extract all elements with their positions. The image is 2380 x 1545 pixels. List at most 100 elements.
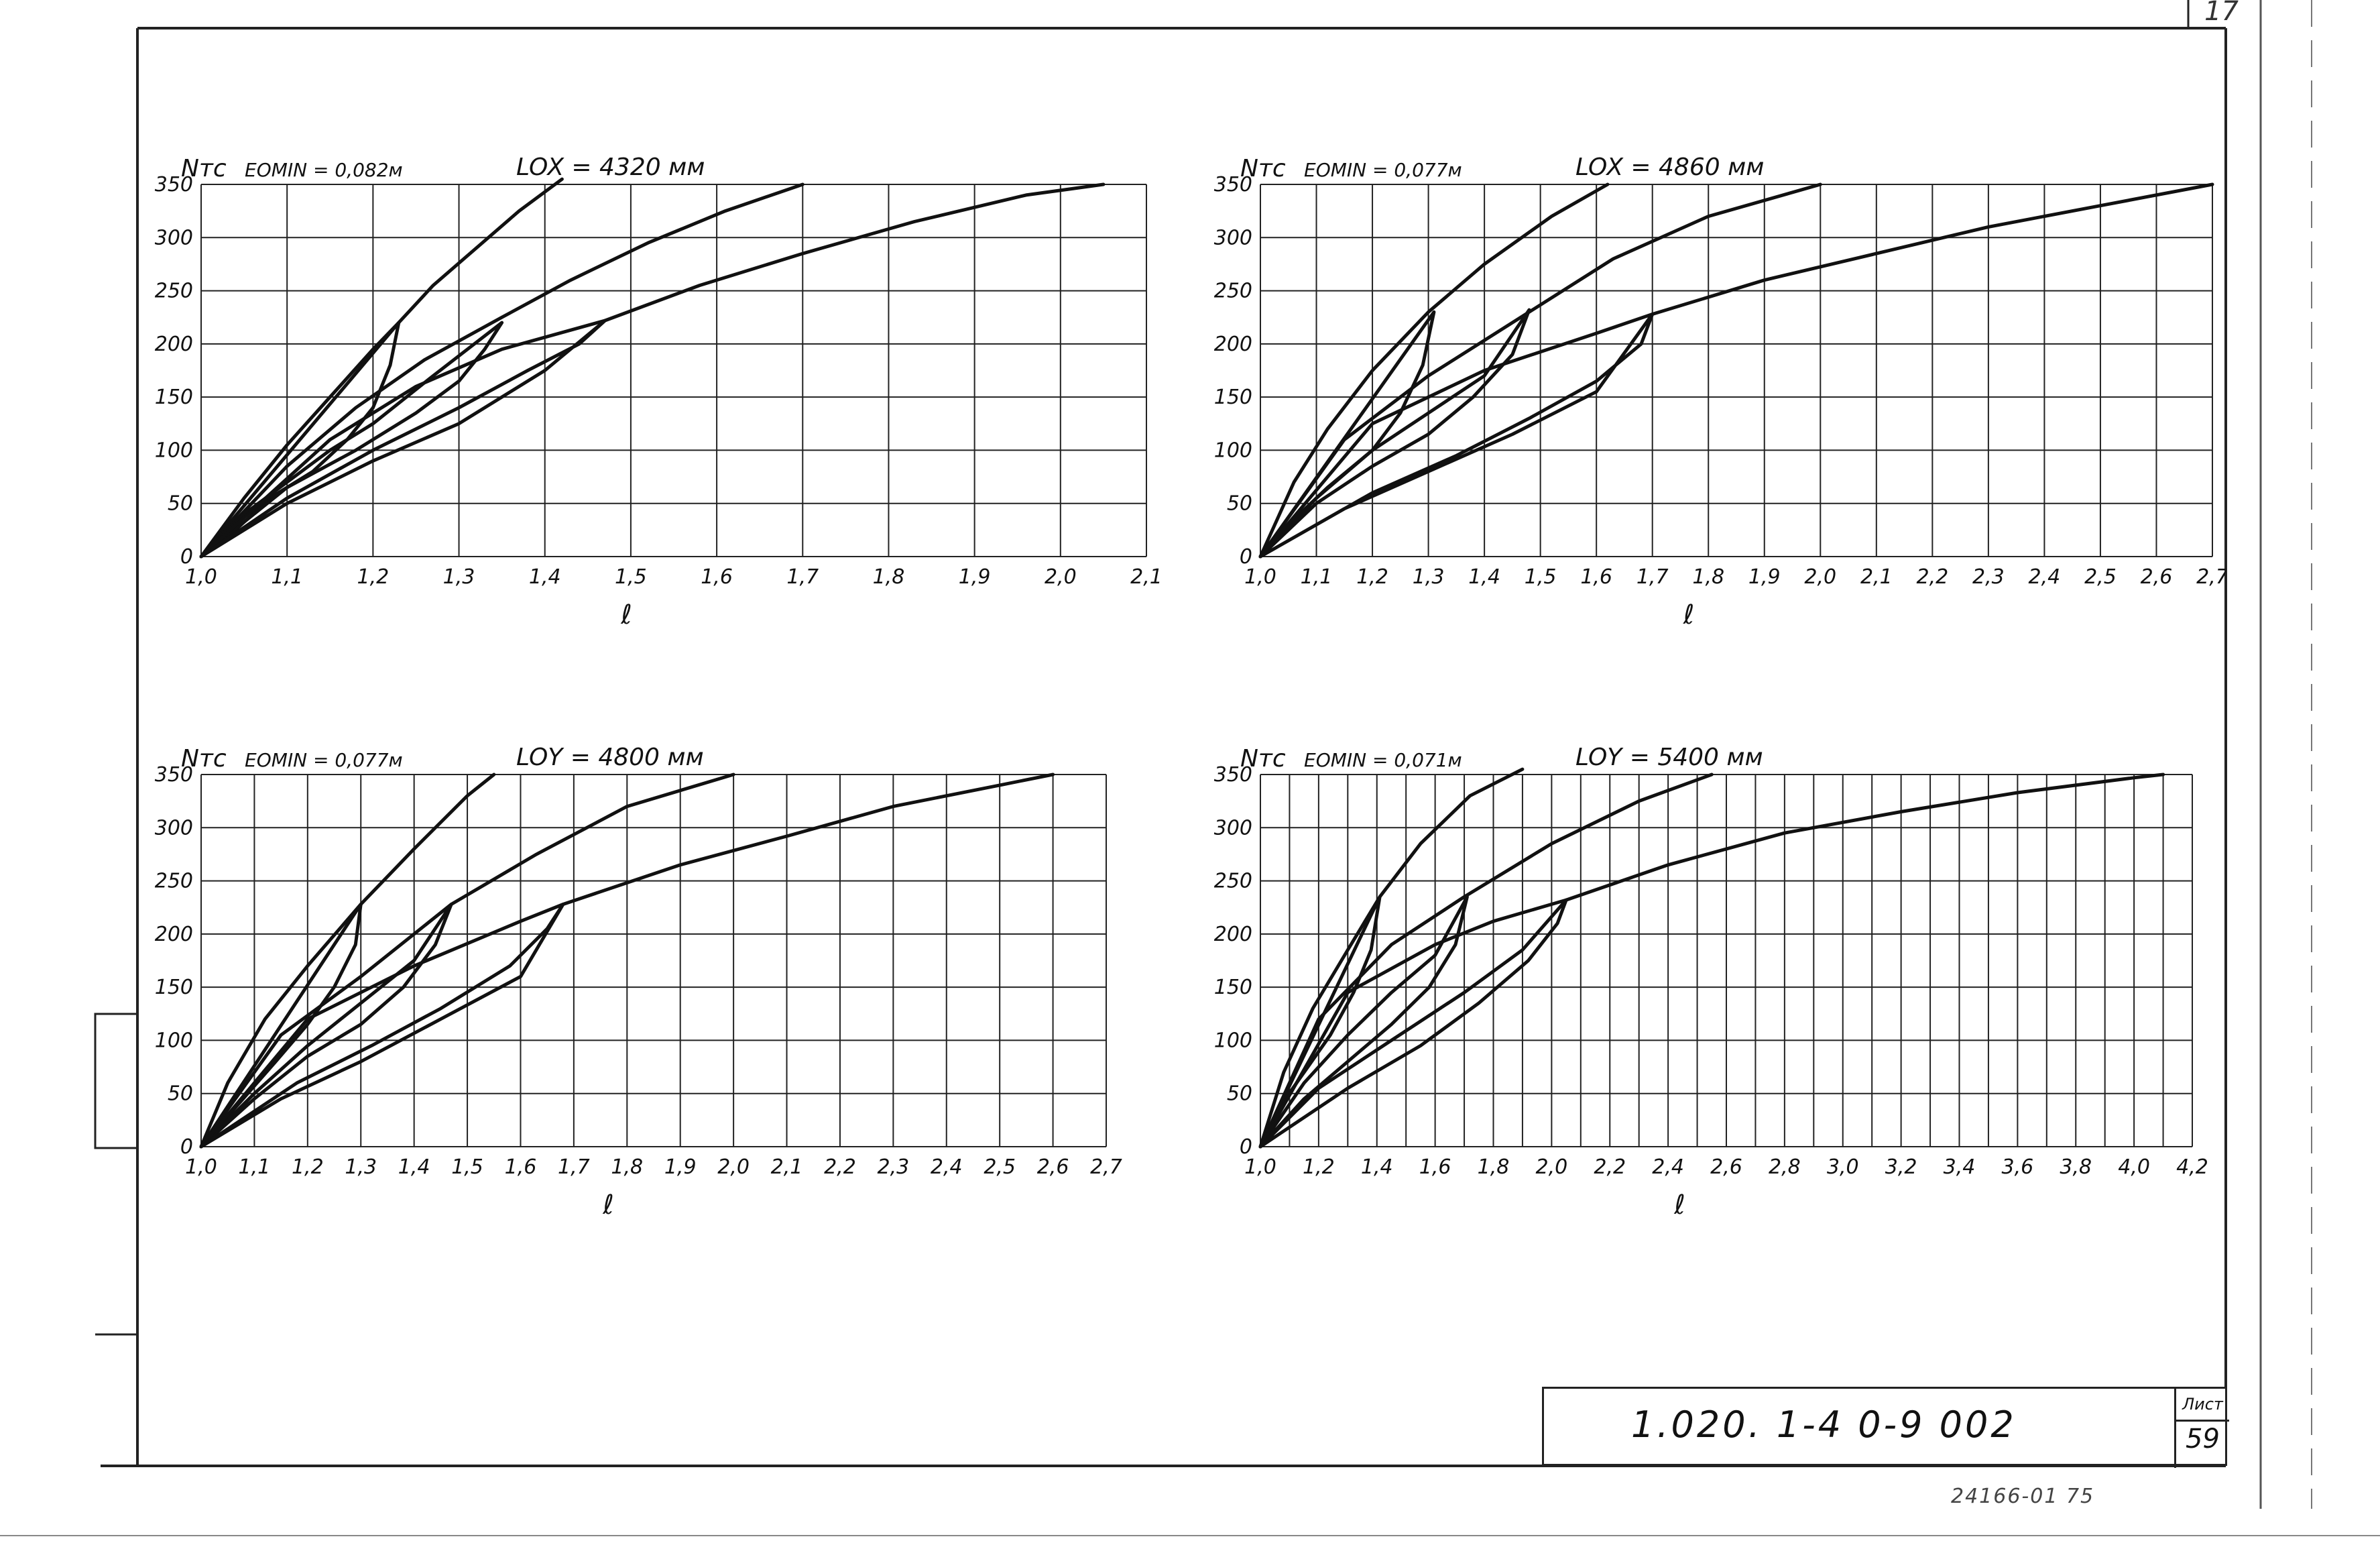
x-tick-label: 2,3 bbox=[877, 1155, 909, 1179]
x-tick-label: 1,5 bbox=[451, 1155, 483, 1179]
x-tick-label: 2,0 bbox=[1804, 565, 1836, 589]
y-tick-label: 150 bbox=[155, 386, 193, 409]
x-tick-label: 1,2 bbox=[292, 1155, 324, 1179]
y-tick-label: 100 bbox=[1214, 1029, 1252, 1052]
x-tick-label: 2,5 bbox=[984, 1155, 1016, 1179]
x-axis-label: ℓ bbox=[602, 1190, 614, 1220]
x-tick-label: 2,1 bbox=[1130, 565, 1163, 589]
chart-title: LOX = 4320 мм bbox=[516, 154, 705, 181]
y-tick-label: 50 bbox=[168, 1082, 193, 1106]
x-tick-label: 1,9 bbox=[664, 1155, 697, 1179]
chart-title: LOY = 5400 мм bbox=[1575, 744, 1763, 771]
x-tick-label: 1,1 bbox=[239, 1155, 271, 1179]
x-tick-label: 1,0 bbox=[185, 565, 217, 589]
x-tick-label: 1,2 bbox=[357, 565, 390, 589]
y-tick-label: 150 bbox=[1214, 976, 1252, 999]
x-axis-label: ℓ bbox=[1673, 1190, 1685, 1220]
y-tick-label: 0 bbox=[1240, 1135, 1252, 1159]
x-tick-label: 2,4 bbox=[931, 1155, 963, 1179]
series-line bbox=[1258, 767, 1525, 1149]
y-tick-label: 350 bbox=[1214, 763, 1252, 787]
x-tick-label: 1,7 bbox=[786, 565, 819, 589]
series-line bbox=[1258, 898, 1568, 1149]
chart-bottom-right: 1,0 1,2 1,4 1,6 1,8 2,0 2,2 2,4 2,6 2,8 3,0 3,2 3,4 3… bbox=[1214, 744, 2208, 1220]
y-tick-label: 250 bbox=[155, 280, 193, 303]
x-tick-label: 2,5 bbox=[2084, 565, 2117, 589]
title-block: 1.020. 1-4 0-9 002 Лист 59 bbox=[1542, 1387, 2229, 1468]
x-tick-label: 2,0 bbox=[1536, 1155, 1568, 1179]
x-tick-label: 2,3 bbox=[1972, 565, 2005, 589]
y-tick-label: 250 bbox=[1214, 280, 1252, 303]
y-axis-label: Nтс bbox=[1240, 745, 1286, 772]
y-tick-label: 250 bbox=[155, 870, 193, 893]
x-tick-label: 1,2 bbox=[1303, 1155, 1335, 1179]
y-tick-label: 150 bbox=[155, 976, 193, 999]
x-tick-label: 4,0 bbox=[2118, 1155, 2150, 1179]
x-tick-label: 3,6 bbox=[2002, 1155, 2034, 1179]
y-tick-label: 300 bbox=[1214, 226, 1252, 249]
y-tick-label: 50 bbox=[1227, 492, 1252, 516]
y-tick-label: 350 bbox=[155, 173, 193, 196]
x-tick-label: 1,8 bbox=[1692, 565, 1724, 589]
y-tick-label: 0 bbox=[1240, 545, 1252, 569]
series-line bbox=[1258, 308, 1531, 559]
x-tick-label: 2,6 bbox=[2141, 565, 2173, 589]
y-tick-label: 50 bbox=[1227, 1082, 1252, 1106]
x-axis-label: ℓ bbox=[620, 599, 632, 630]
x-tick-label: 2,2 bbox=[1594, 1155, 1626, 1179]
series-line bbox=[199, 321, 401, 559]
sheet-cell: Лист 59 bbox=[2174, 1389, 2229, 1468]
x-tick-label: 2,0 bbox=[1045, 565, 1077, 589]
document-code: 1.020. 1-4 0-9 002 bbox=[1631, 1404, 2017, 1446]
x-tick-label: 1,3 bbox=[443, 565, 475, 589]
y-tick-label: 250 bbox=[1214, 870, 1252, 893]
x-tick-label: 1,6 bbox=[505, 1155, 537, 1179]
series-line bbox=[199, 182, 805, 559]
y-tick-label: 300 bbox=[155, 816, 193, 840]
y-tick-label: 200 bbox=[1214, 923, 1252, 946]
x-tick-label: 1,4 bbox=[1361, 1155, 1393, 1179]
series-line bbox=[1258, 312, 1655, 559]
x-tick-label: 3,4 bbox=[1944, 1155, 1976, 1179]
y-tick-label: 300 bbox=[155, 226, 193, 249]
archive-number: 24166-01 75 bbox=[1951, 1485, 2095, 1508]
x-tick-label: 1,5 bbox=[615, 565, 647, 589]
x-tick-label: 2,4 bbox=[1652, 1155, 1684, 1179]
x-tick-label: 1,8 bbox=[1478, 1155, 1510, 1179]
x-tick-label: 1,0 bbox=[185, 1155, 217, 1179]
sheet-label: Лист bbox=[2176, 1389, 2229, 1422]
series-line bbox=[1258, 895, 1469, 1149]
y-tick-label: 350 bbox=[155, 763, 193, 787]
series-line bbox=[1258, 182, 1610, 559]
x-tick-label: 1,6 bbox=[701, 565, 733, 589]
x-tick-label: 1,8 bbox=[611, 1155, 643, 1179]
x-tick-label: 2,0 bbox=[717, 1155, 750, 1179]
x-tick-label: 1,9 bbox=[1748, 565, 1781, 589]
x-tick-label: 1,3 bbox=[1413, 565, 1445, 589]
series-line bbox=[1258, 895, 1382, 1149]
x-tick-label: 2,2 bbox=[824, 1155, 856, 1179]
x-tick-label: 2,8 bbox=[1769, 1155, 1801, 1179]
y-tick-label: 200 bbox=[1214, 333, 1252, 356]
y-tick-label: 50 bbox=[168, 492, 193, 516]
series-line bbox=[199, 772, 496, 1149]
y-tick-label: 150 bbox=[1214, 386, 1252, 409]
y-tick-label: 200 bbox=[155, 923, 193, 946]
x-tick-label: 1,1 bbox=[271, 565, 303, 589]
chart-top-right: 1,0 1,1 1,2 1,3 1,4 1,5 1,6 1,7 1,8 1,9 2,0 2,1 2,2 2… bbox=[1214, 154, 2226, 630]
x-tick-label: 2,7 bbox=[2196, 565, 2226, 589]
series-line bbox=[199, 903, 565, 1149]
x-tick-label: 1,8 bbox=[873, 565, 905, 589]
x-tick-label: 2,1 bbox=[1860, 565, 1893, 589]
series-line bbox=[199, 319, 607, 559]
y-axis-label: Nтс bbox=[181, 745, 227, 772]
series-line bbox=[199, 772, 1055, 1149]
x-tick-label: 3,8 bbox=[2060, 1155, 2092, 1179]
x-tick-label: 1,0 bbox=[1244, 1155, 1276, 1179]
y-tick-label: 100 bbox=[1214, 439, 1252, 462]
x-tick-label: 1,3 bbox=[345, 1155, 377, 1179]
sheet-number: 59 bbox=[2186, 1424, 2220, 1454]
x-tick-label: 4,2 bbox=[2176, 1155, 2208, 1179]
x-tick-label: 1,2 bbox=[1356, 565, 1388, 589]
